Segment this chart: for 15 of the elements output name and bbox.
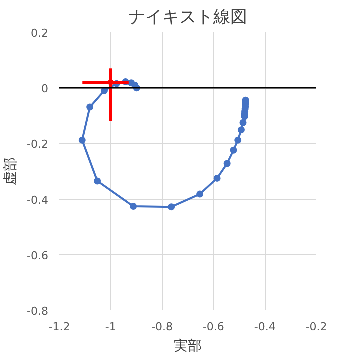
x-tick-label: -0.8: [152, 320, 174, 334]
y-tick-label: -0.8: [27, 305, 49, 318]
y-tick-label: -0.2: [27, 138, 49, 152]
x-tick-label: -1: [105, 320, 116, 334]
y-axis-title: 虚部: [3, 158, 20, 186]
x-tick-label: -1.2: [48, 320, 70, 334]
y-tick-label: -0.4: [27, 194, 49, 207]
x-tick-label: -0.6: [202, 320, 224, 334]
x-tick-label: -0.2: [306, 320, 328, 334]
y-tick-label: 0.2: [31, 27, 49, 40]
y-tick-label: 0: [42, 82, 48, 96]
chart-title: ナイキスト線図: [128, 8, 248, 28]
x-tick-label: -0.4: [254, 320, 276, 334]
x-axis-title: 実部: [174, 338, 202, 354]
y-tick-label: -0.6: [27, 249, 49, 262]
